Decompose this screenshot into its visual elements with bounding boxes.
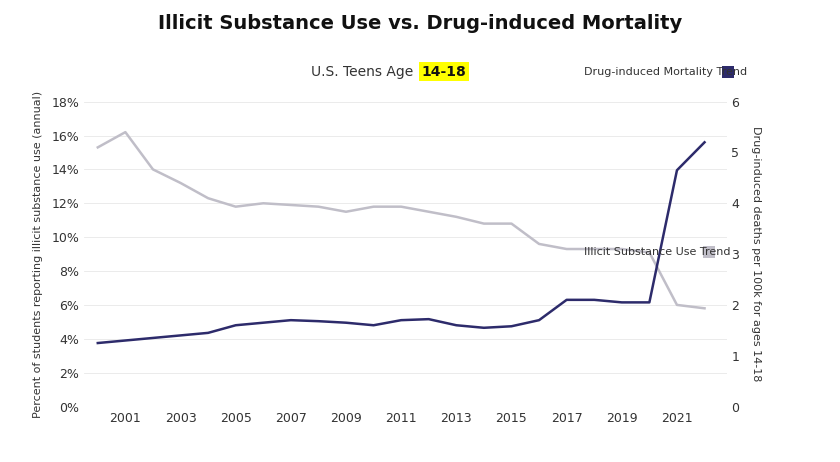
Text: U.S. Teens Age: U.S. Teens Age (311, 65, 417, 79)
Text: 14-18: 14-18 (422, 65, 466, 79)
Text: Drug-induced Mortality Trend: Drug-induced Mortality Trend (584, 67, 747, 77)
Text: Illicit Substance Use Trend: Illicit Substance Use Trend (584, 247, 730, 257)
Y-axis label: Percent of students reporting illicit substance use (annual): Percent of students reporting illicit su… (33, 91, 43, 418)
Text: Illicit Substance Use vs. Drug-induced Mortality: Illicit Substance Use vs. Drug-induced M… (158, 14, 682, 33)
Y-axis label: Drug-induced deaths per 100k for ages 14-18: Drug-induced deaths per 100k for ages 14… (751, 127, 760, 382)
